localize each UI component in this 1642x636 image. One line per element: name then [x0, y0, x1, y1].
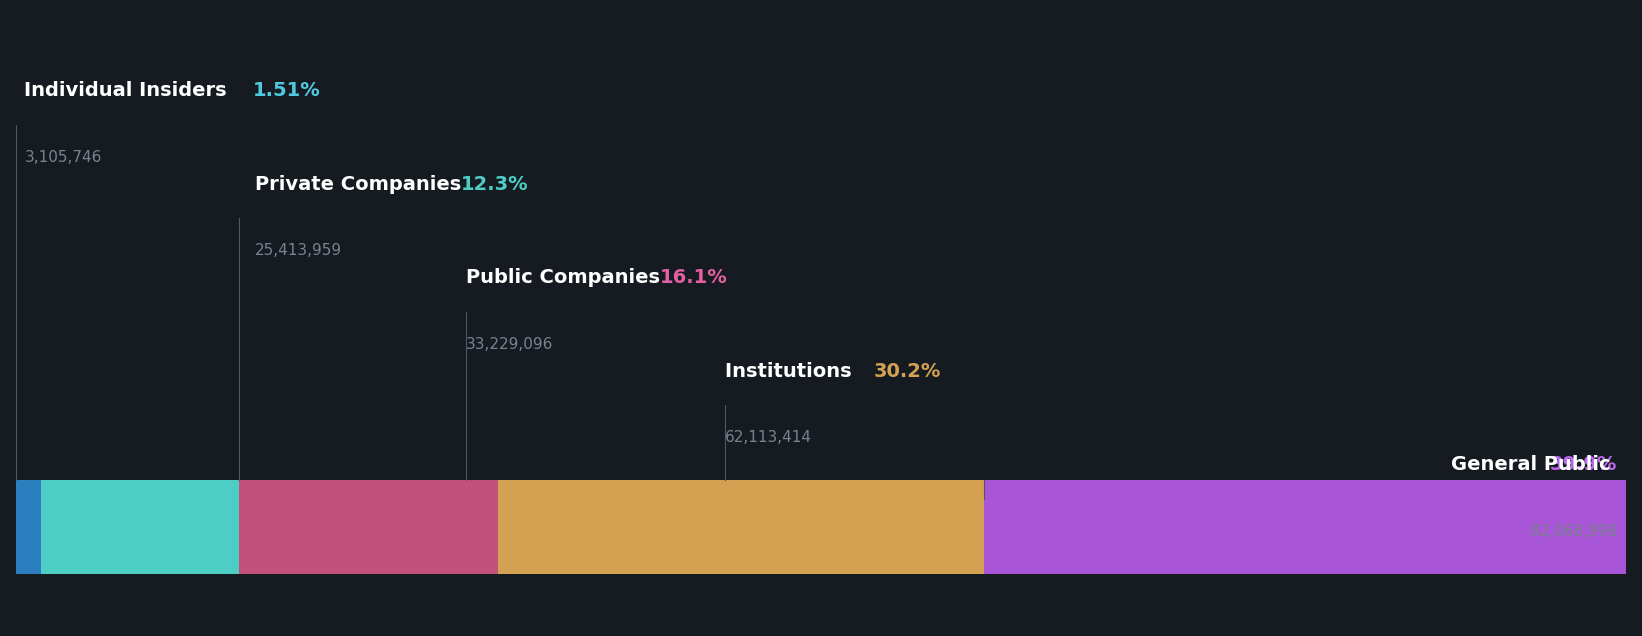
Text: 12.3%: 12.3% — [460, 175, 529, 193]
Text: 30.2%: 30.2% — [874, 362, 941, 380]
Text: 62,113,414: 62,113,414 — [724, 430, 811, 445]
Bar — [16, 480, 41, 574]
Bar — [238, 480, 498, 574]
Text: Individual Insiders: Individual Insiders — [25, 81, 233, 100]
Text: General Public: General Public — [1452, 455, 1617, 474]
Bar — [41, 480, 238, 574]
Text: 33,229,096: 33,229,096 — [466, 336, 553, 352]
Text: 3,105,746: 3,105,746 — [25, 149, 102, 165]
Text: 1.51%: 1.51% — [253, 81, 320, 100]
Text: 39.9%: 39.9% — [1550, 455, 1617, 474]
Text: Private Companies: Private Companies — [255, 175, 468, 193]
Text: Institutions: Institutions — [724, 362, 859, 380]
Text: Public Companies: Public Companies — [466, 268, 667, 287]
Bar — [498, 480, 984, 574]
Bar — [984, 480, 1626, 574]
Text: 82,068,998: 82,068,998 — [1530, 523, 1617, 539]
Text: 25,413,959: 25,413,959 — [255, 243, 342, 258]
Text: 16.1%: 16.1% — [660, 268, 727, 287]
